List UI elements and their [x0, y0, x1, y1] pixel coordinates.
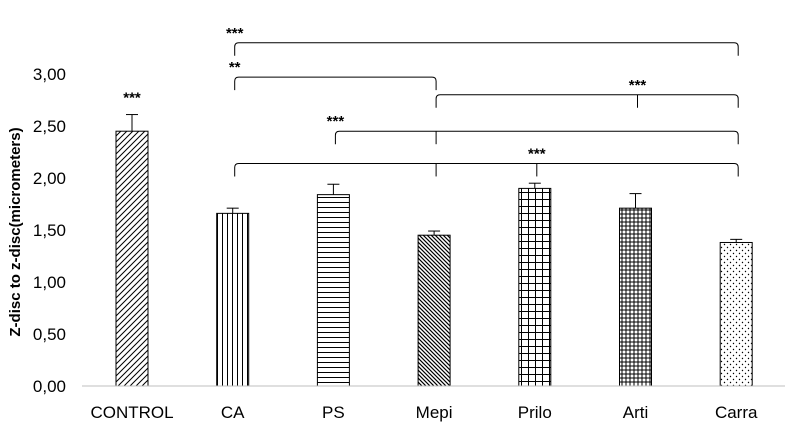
bracket-significance-label: ***: [327, 113, 345, 130]
x-tick-label: CA: [221, 403, 245, 422]
y-tick-label: 0,50: [33, 325, 66, 344]
significance-bracket: [234, 76, 437, 91]
significance-bracket: [435, 94, 739, 108]
y-axis: 0,00 0,50 1,00 1,50 2,00 2,50 3,00: [33, 65, 66, 396]
significance-bracket: [234, 42, 739, 56]
bar-prilo: [518, 187, 552, 387]
x-tick-label: Carra: [715, 403, 758, 422]
bar-significance-label: ***: [123, 90, 141, 107]
bar-mepi: [417, 234, 451, 387]
bars-group: ***: [115, 90, 753, 387]
y-tick-label: 1,50: [33, 221, 66, 240]
significance-bracket: [234, 162, 739, 177]
x-tick-label: Arti: [623, 403, 649, 422]
x-axis: CONTROL CA PS Mepi Prilo Arti Carra: [90, 403, 758, 422]
bar-arti: [619, 207, 652, 387]
bar-control: [115, 130, 149, 387]
bracket-significance-label: ***: [629, 77, 647, 94]
y-tick-label: 2,00: [33, 169, 66, 188]
bracket-significance-label: **: [229, 59, 241, 76]
bracket-significance-label: ***: [528, 145, 546, 162]
x-tick-label: CONTROL: [90, 403, 173, 422]
significance-bracket: [334, 130, 739, 145]
x-tick-label: Prilo: [518, 403, 552, 422]
y-tick-label: 1,00: [33, 273, 66, 292]
bar-carra: [719, 241, 753, 387]
y-tick-label: 0,00: [33, 377, 66, 396]
bar-ps: [316, 194, 350, 387]
x-tick-label: PS: [322, 403, 345, 422]
y-tick-label: 3,00: [33, 65, 66, 84]
significance-brackets: **************: [226, 25, 739, 177]
bar-ca: [216, 212, 250, 387]
y-axis-title: Z-disc to z-disc(micrometers): [7, 127, 24, 336]
y-tick-label: 2,50: [33, 117, 66, 136]
bracket-significance-label: ***: [226, 25, 244, 42]
x-tick-label: Mepi: [416, 403, 453, 422]
